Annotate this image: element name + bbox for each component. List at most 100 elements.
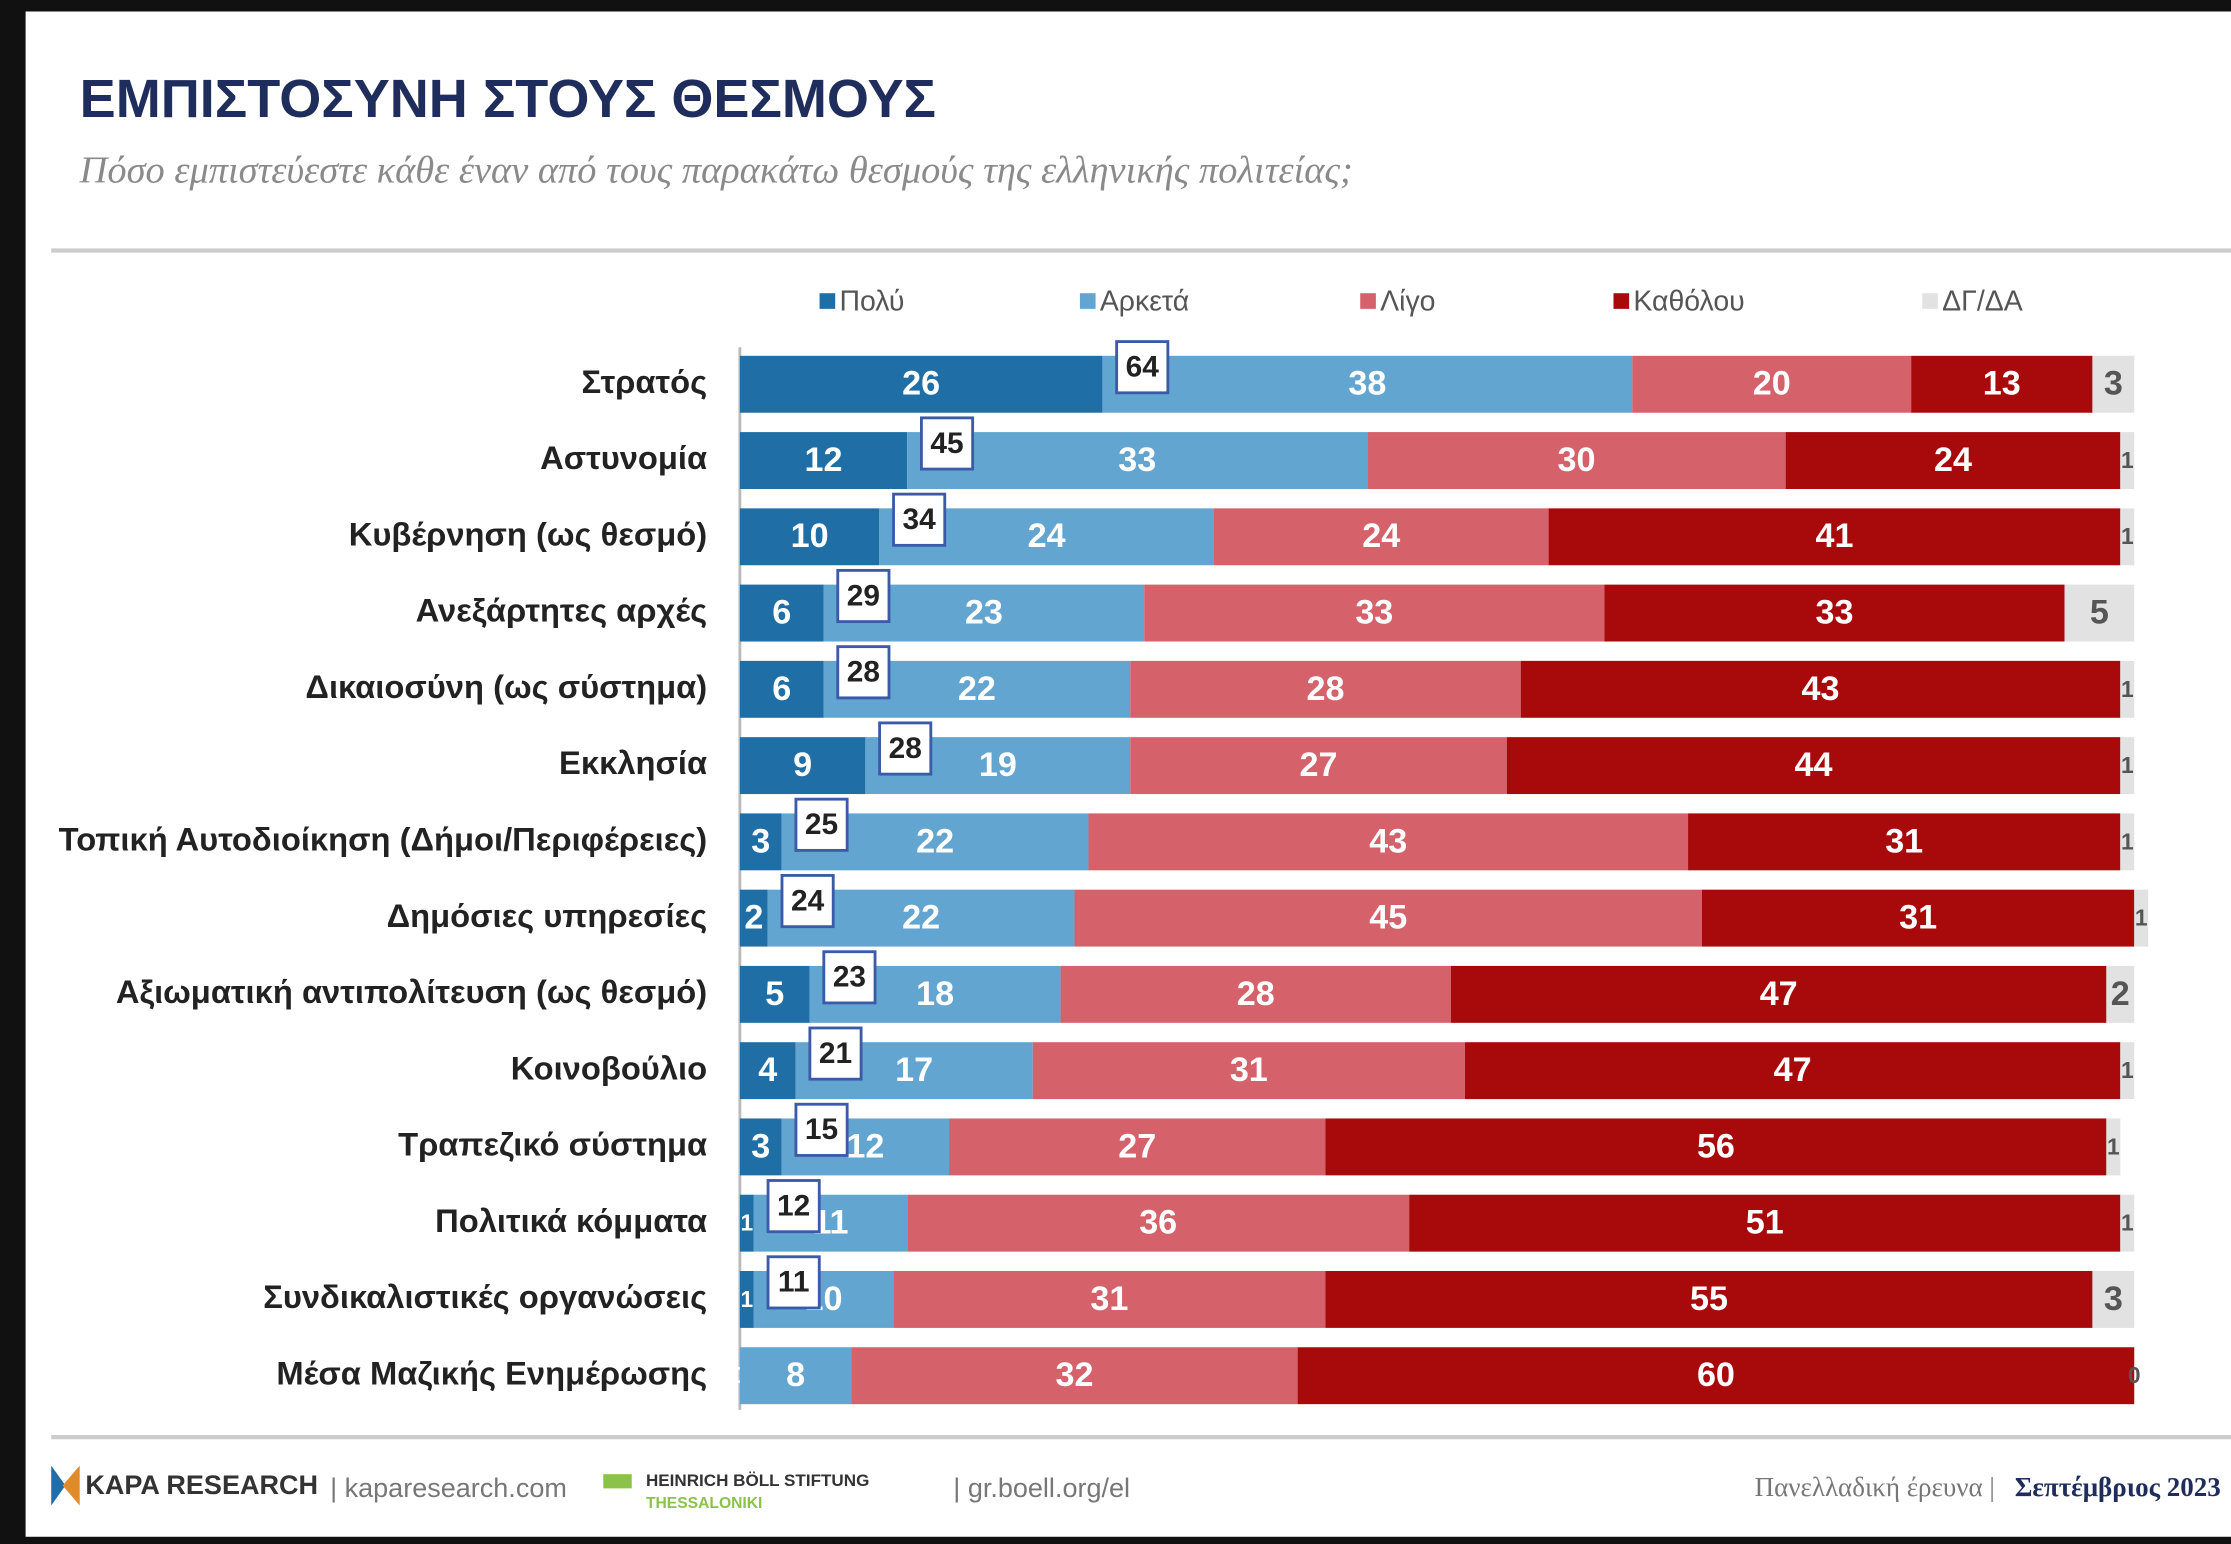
value-label: 55: [1690, 1280, 1728, 1318]
bar-segment: [907, 432, 1368, 489]
logo: [603, 1474, 632, 1489]
legend-swatch: [1922, 293, 1938, 309]
bar-segment: [1604, 584, 2065, 642]
bar-segment: [2120, 737, 2135, 795]
total-box: [794, 1102, 849, 1157]
total-label: 34: [903, 503, 937, 536]
bar-segment: [2106, 1118, 2121, 1176]
chart-title: ΕΜΠΙΣΤΟΣΥΝΗ ΣΤΟΥΣ ΘΕΣΜΟΥΣ: [80, 69, 936, 129]
value-label: 23: [965, 594, 1003, 632]
value-label: 6: [772, 670, 791, 708]
value-label: 0: [2128, 1362, 2141, 1388]
value-label: 24: [1362, 517, 1400, 555]
bar-segment: [1785, 432, 2121, 489]
legend-swatch: [819, 293, 836, 309]
category-label: Στρατός: [582, 363, 708, 400]
bar-segment: [2120, 660, 2135, 718]
value-label: 33: [1118, 441, 1156, 479]
bar-segment: [1297, 1347, 2135, 1405]
category-label: Τραπεζικό σύστημα: [398, 1126, 707, 1163]
value-label: 2: [744, 899, 763, 937]
category-label: Πολιτικά κόμματα: [435, 1202, 707, 1239]
value-label: 1: [2121, 828, 2134, 854]
legend-swatch: [1079, 293, 1096, 309]
value-label: 60: [1697, 1356, 1735, 1394]
value-label: 19: [979, 746, 1017, 784]
value-label: 33: [1815, 594, 1853, 632]
total-box: [794, 797, 849, 852]
bar-segment: [1464, 1042, 2121, 1100]
bar-segment: [851, 1347, 1298, 1405]
bar-segment: [1409, 1194, 2121, 1252]
total-label: 24: [791, 884, 825, 917]
footer-text: HEINRICH BÖLL STIFTUNG: [646, 1471, 869, 1490]
bar-segment: [1548, 508, 2121, 566]
bar-segment: [2064, 584, 2135, 642]
value-label: 28: [1307, 670, 1345, 708]
legend-label: ΔΓ/ΔΑ: [1942, 286, 2023, 318]
total-label: 12: [777, 1189, 810, 1222]
bar-segment: [739, 660, 824, 718]
total-label: 23: [833, 961, 866, 994]
value-label: 28: [1237, 975, 1275, 1013]
value-label: 20: [1753, 365, 1791, 403]
category-label: Κοινοβούλιο: [511, 1049, 707, 1086]
logo: [62, 1465, 80, 1506]
bar-segment: [1144, 584, 1605, 642]
total-label: 45: [930, 427, 963, 460]
total-box: [836, 645, 891, 700]
value-label: 30: [1558, 441, 1596, 479]
category-label: Συνδικαλιστικές οργανώσεις: [263, 1278, 707, 1315]
bar-segment: [1088, 813, 1689, 871]
value-label: 9: [793, 746, 812, 784]
bar-segment: [1102, 355, 1633, 413]
total-box: [892, 492, 947, 547]
value-label: 5: [2090, 594, 2109, 632]
logo: [51, 1465, 66, 1506]
value-label: 1: [2121, 1210, 2134, 1236]
value-label: 47: [1774, 1051, 1812, 1089]
bar-segment: [739, 355, 1103, 413]
value-label: 24: [1028, 517, 1066, 555]
legend-label: Καθόλου: [1633, 286, 1744, 318]
total-box: [1115, 340, 1170, 395]
bar-segment: [2120, 432, 2135, 489]
bar-segment: [739, 1347, 852, 1405]
value-label: 31: [1899, 899, 1937, 937]
total-box: [836, 568, 891, 624]
bar-segment: [1367, 432, 1786, 489]
total-label: 15: [805, 1113, 838, 1146]
bar-segment: [739, 889, 768, 947]
value-label: 24: [1934, 441, 1972, 479]
bar-segment: [1130, 660, 1521, 718]
value-label: 1: [2107, 1133, 2120, 1159]
value-label: 17: [895, 1051, 933, 1089]
bar-segment: [739, 508, 880, 566]
bar-segment: [1325, 1118, 2107, 1176]
value-label: 1: [2121, 447, 2134, 473]
category-label: Ανεξάρτητες αρχές: [416, 592, 708, 629]
value-label: 36: [1139, 1204, 1177, 1242]
total-box: [920, 416, 975, 471]
category-label: Μέσα Μαζικής Ενημέρωσης: [276, 1354, 707, 1391]
value-label: 33: [1355, 594, 1393, 632]
category-label: Κυβέρνηση (ως θεσμό): [349, 515, 707, 552]
legend-label: Λίγο: [1380, 286, 1435, 318]
total-label: 29: [847, 579, 880, 612]
category-label: Δημόσιες υπηρεσίες: [387, 897, 707, 934]
category-label: Εκκλησία: [559, 744, 707, 781]
chart-subtitle: Πόσο εμπιστεύεστε κάθε έναν από τους παρ…: [79, 150, 1353, 192]
total-label: 28: [847, 656, 880, 689]
footer-text: Πανελλαδική έρευνα |: [1755, 1472, 1995, 1502]
bar-segment: [1032, 1042, 1465, 1100]
bar-segment: [1911, 355, 2093, 413]
bar-segment: [2120, 1194, 2135, 1252]
value-label: 5: [765, 975, 784, 1013]
footer-text: | kaparesearch.com: [330, 1473, 567, 1503]
bar-segment: [739, 1270, 754, 1328]
total-box: [878, 721, 933, 776]
value-label: 18: [916, 975, 954, 1013]
bar-segment: [739, 1194, 754, 1252]
bar-segment: [739, 1118, 782, 1176]
value-label: 1: [741, 1286, 754, 1312]
